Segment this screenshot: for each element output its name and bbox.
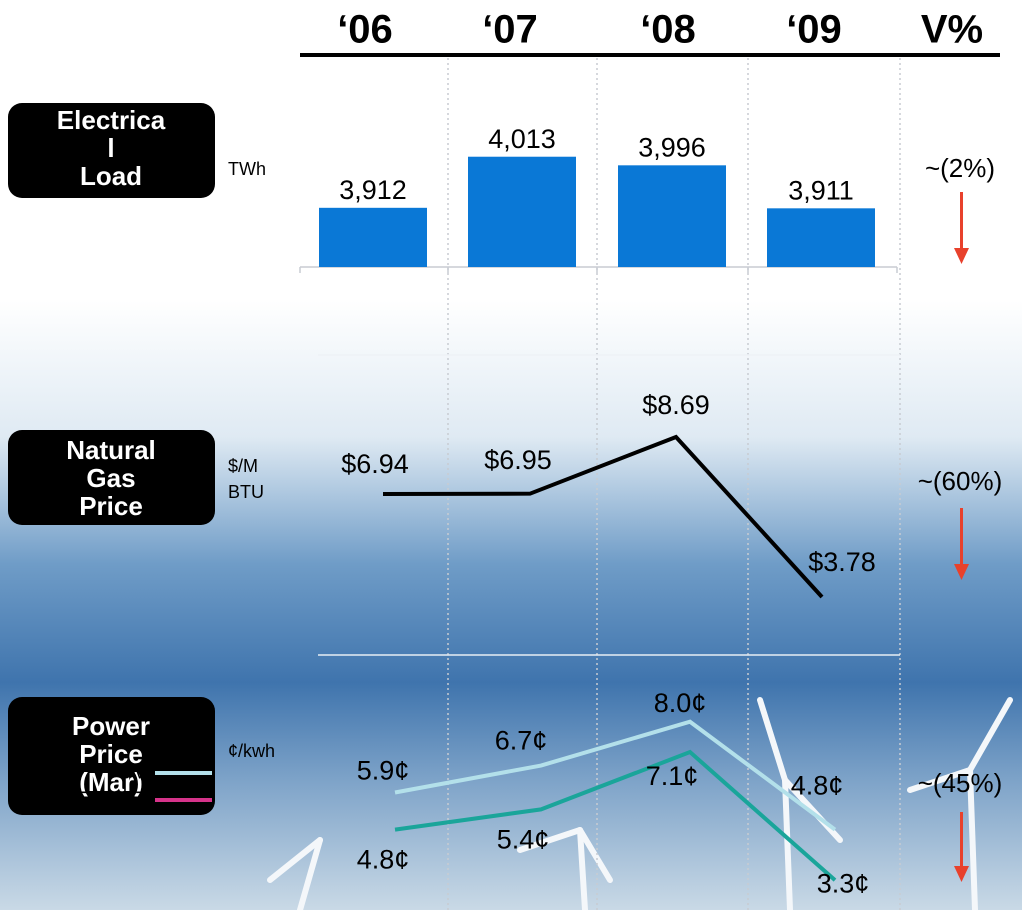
data-label: $3.78	[808, 547, 876, 577]
row-label: Electrica	[57, 105, 166, 135]
unit: $/M	[228, 456, 258, 476]
line	[394, 749, 837, 882]
row-label-box	[8, 103, 215, 198]
data-label: 4.8¢	[791, 771, 844, 801]
column-header: ‘06	[337, 8, 393, 52]
line	[382, 434, 824, 599]
row-label: Price	[79, 491, 143, 521]
row-label: Load	[80, 161, 142, 191]
data-label: $8.69	[642, 390, 710, 420]
line	[394, 719, 837, 832]
bar	[618, 165, 726, 267]
data-label: 7.1¢	[646, 761, 699, 791]
row-label: Price	[79, 739, 143, 769]
unit: TWh	[228, 159, 266, 179]
change-label: ~(60%)	[918, 466, 1003, 496]
data-label: 4.8¢	[357, 845, 410, 875]
row-label: (Mar)	[79, 767, 143, 797]
column-separators	[447, 58, 901, 910]
bar	[319, 207, 427, 267]
data-label: 3,912	[339, 175, 407, 205]
unit: ¢/kwh	[228, 741, 275, 761]
data-label: 3.3¢	[817, 868, 870, 898]
row-label: l	[107, 133, 114, 163]
column-header: ‘09	[786, 8, 842, 52]
change-label: ~(2%)	[925, 153, 995, 183]
legend-label: ERCOT	[78, 788, 148, 810]
data-label: 5.9¢	[357, 756, 410, 786]
down-arrows	[954, 192, 969, 882]
row-label-box	[8, 430, 215, 525]
row-label: Natural	[66, 435, 156, 465]
row-label: Power	[72, 711, 150, 741]
column-header: ‘08	[640, 8, 696, 52]
legend-label: PJM	[108, 761, 148, 783]
data-label: $6.95	[484, 445, 552, 475]
column-header: V%	[921, 8, 983, 52]
row-label-box	[8, 697, 215, 815]
row-label: Gas	[86, 463, 135, 493]
turbines	[267, 697, 1013, 910]
data-label: 4,013	[488, 124, 556, 154]
data-label: $6.94	[341, 449, 409, 479]
bar	[767, 208, 875, 267]
change-label: ~(45%)	[918, 768, 1003, 798]
data-label: 5.4¢	[497, 824, 550, 854]
unit: BTU	[228, 482, 264, 502]
data-label: 8.0¢	[654, 688, 707, 718]
bar	[468, 156, 576, 267]
data-label: 3,996	[638, 132, 706, 162]
data-label: 6.7¢	[495, 726, 548, 756]
column-header: ‘07	[482, 8, 538, 52]
data-label: 3,911	[788, 175, 854, 205]
